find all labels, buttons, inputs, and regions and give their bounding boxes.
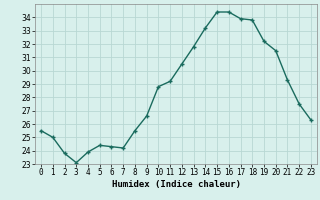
X-axis label: Humidex (Indice chaleur): Humidex (Indice chaleur) <box>111 180 241 189</box>
